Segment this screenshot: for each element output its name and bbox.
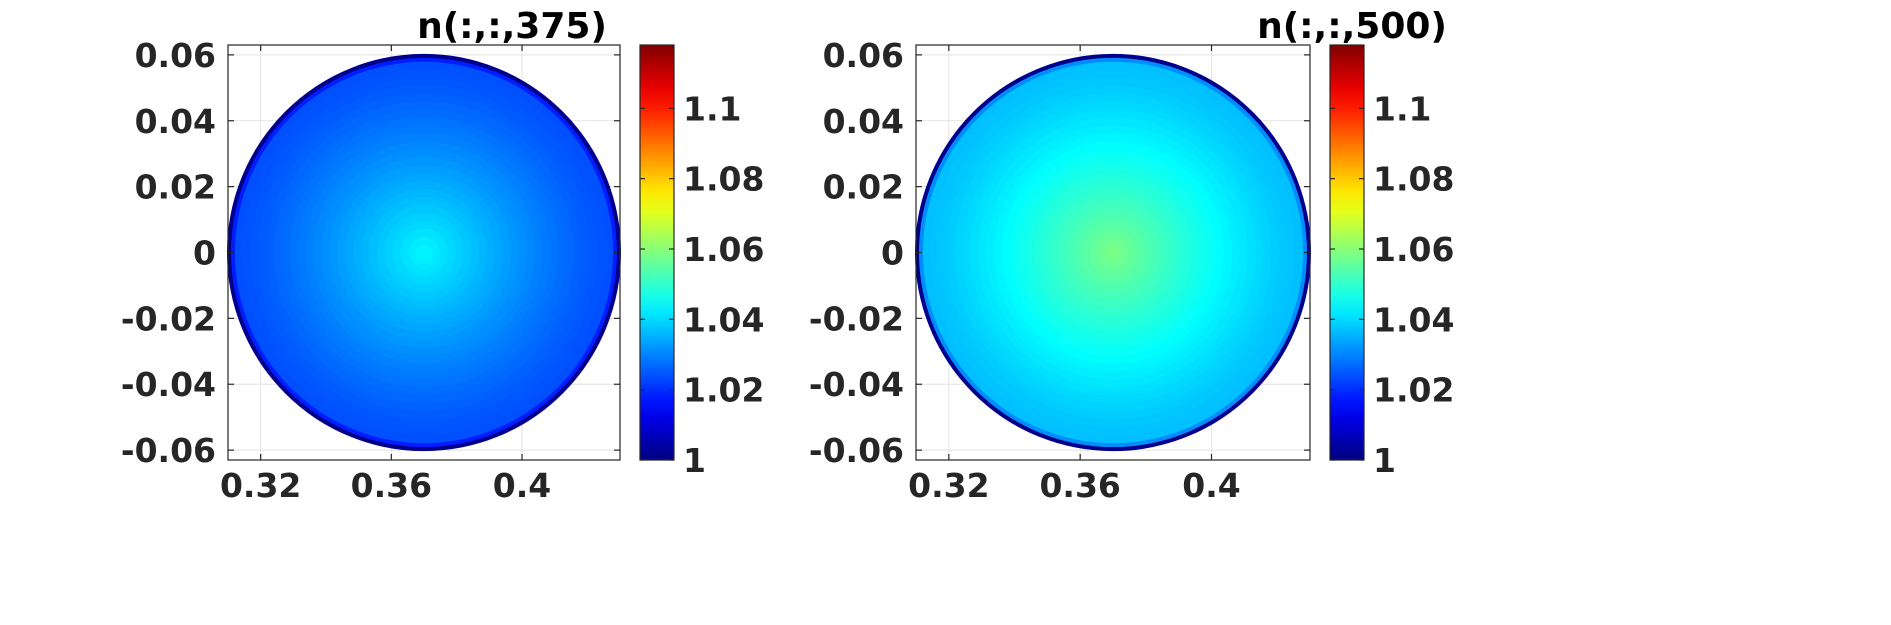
y-tick-label: 0.04 [823,102,904,141]
colorbar-tick-label: 1.08 [683,160,764,199]
colorbar-gradient [1329,44,1365,461]
colorbar-tick-label: 1 [683,441,706,480]
colorbar-tick-label: 1.02 [683,371,764,410]
colorbar-gradient [639,44,675,461]
colorbar-tick-label: 1.1 [1373,89,1431,128]
y-tick-label: 0.02 [823,168,904,207]
colorbar-tick-label: 1.08 [1373,160,1454,199]
contour-ring [416,244,432,261]
x-tick-label: 0.36 [351,466,432,505]
x-tick-label: 0.32 [908,466,989,505]
plot-area: 0.32 0.36 0.4 0.06 0.04 0.02 0 -0.02 -0.04 -0.06 [121,36,621,505]
y-tick-label: 0.02 [135,168,216,207]
contour-ring [1105,244,1121,261]
y-tick-label: -0.06 [809,431,904,470]
colorbar: 1 1.02 1.04 1.06 1.08 1.1 [639,44,764,480]
colorbar-tick-label: 1 [1373,441,1396,480]
x-tick-label: 0.32 [220,466,301,505]
colorbar-tick-label: 1.04 [683,300,764,339]
colorbar-tick-label: 1.04 [1373,300,1454,339]
y-tick-label: -0.04 [809,365,904,404]
x-tick-label: 0.36 [1039,466,1120,505]
colorbar-tick-label: 1.02 [1373,371,1454,410]
x-tick-label: 0.4 [1182,466,1240,505]
panel-1: n(:,:,375) 0.32 0.36 0.4 0.06 0.04 0.02 0 -0.02… [121,6,765,505]
panel-2: n(:,:,500) 0.32 0.36 0.4 0.06 0.04 0.02 0 -0.02… [809,6,1455,505]
contour-disc [915,53,1311,452]
contour-disc [227,53,621,452]
y-tick-label: -0.04 [121,365,216,404]
chart-title: n(:,:,500) [1257,6,1447,47]
y-tick-label: -0.02 [121,299,216,338]
colorbar-tick-label: 1.06 [683,230,764,269]
x-tick-label: 0.4 [493,466,551,505]
y-tick-label: -0.02 [809,299,904,338]
y-tick-label: 0 [881,234,904,273]
y-tick-label: 0.06 [135,36,216,75]
colorbar: 1 1.02 1.04 1.06 1.08 1.1 [1329,44,1454,480]
chart-title: n(:,:,375) [417,6,607,47]
y-tick-label: 0 [193,234,216,273]
colorbar-tick-label: 1.1 [683,89,741,128]
y-tick-label: 0.04 [135,102,216,141]
y-tick-label: 0.06 [823,36,904,75]
plot-area: 0.32 0.36 0.4 0.06 0.04 0.02 0 -0.02 -0.04 -0.06 [809,36,1311,505]
colorbar-tick-label: 1.06 [1373,230,1454,269]
y-tick-label: -0.06 [121,431,216,470]
